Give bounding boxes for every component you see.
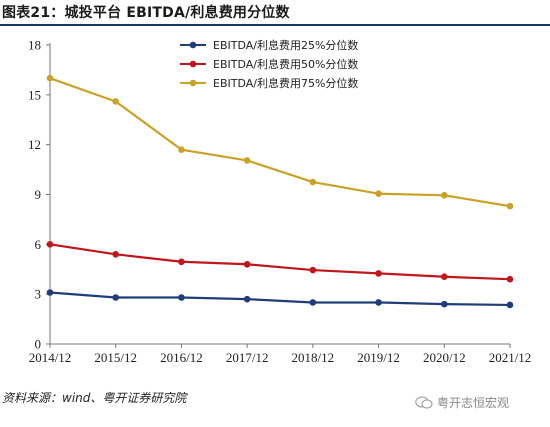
chart-series <box>46 74 514 309</box>
data-point <box>440 300 448 308</box>
data-point <box>178 294 185 301</box>
data-point <box>178 258 185 266</box>
y-tick-label: 0 <box>35 337 42 352</box>
data-point <box>375 190 382 197</box>
x-tick-label: 2020/12 <box>423 350 466 365</box>
data-point <box>243 260 251 268</box>
y-tick-label: 6 <box>35 237 42 252</box>
data-point <box>46 74 54 82</box>
x-tick-label: 2019/12 <box>357 350 400 365</box>
figure-title: 图表21：城投平台 EBITDA/利息费用分位数 <box>2 5 290 21</box>
data-point <box>112 294 120 301</box>
data-point <box>309 299 317 306</box>
data-point <box>440 273 448 281</box>
x-tick-label: 2018/12 <box>292 350 335 365</box>
data-point <box>375 299 382 306</box>
data-point <box>46 289 54 296</box>
data-point <box>112 251 120 258</box>
legend-marker <box>189 60 197 68</box>
data-point <box>309 266 317 274</box>
x-tick-label: 2021/12 <box>489 350 532 365</box>
data-point <box>506 202 514 210</box>
y-tick-label: 9 <box>35 187 42 202</box>
data-point <box>375 270 382 277</box>
x-tick-label: 2016/12 <box>160 350 203 365</box>
x-tick-label: 2014/12 <box>29 350 72 365</box>
legend-label: EBITDA/利息费用25%分位数 <box>213 38 358 52</box>
legend-marker <box>189 41 197 49</box>
data-point <box>506 301 514 309</box>
data-point <box>243 295 251 303</box>
legend-marker <box>189 79 197 87</box>
series-line-2 <box>49 243 511 281</box>
data-point <box>440 192 448 199</box>
source-note: 资料来源：wind、粤开证券研究院 <box>2 391 187 405</box>
chart-axes: 0 3 6 9 12 15 18 2014/12 2015/12 2016/12 2017/12 20… <box>28 38 531 366</box>
y-tick-label: 15 <box>28 87 41 102</box>
legend-label: EBITDA/利息费用50%分位数 <box>213 57 358 71</box>
y-tick-label: 18 <box>28 38 41 53</box>
x-tick-label: 2017/12 <box>226 350 269 365</box>
y-tick-label: 12 <box>28 137 41 152</box>
data-point <box>178 146 185 153</box>
data-point <box>243 157 251 164</box>
wechat-icon <box>415 396 433 409</box>
data-point <box>112 98 120 105</box>
y-tick-label: 3 <box>35 287 42 302</box>
series-line-3 <box>49 77 511 208</box>
series-line-1 <box>49 291 511 307</box>
data-point <box>309 178 317 186</box>
data-point <box>506 275 514 283</box>
data-point <box>46 241 54 248</box>
watermark-text: 粤开志恒宏观 <box>437 396 510 410</box>
watermark: 粤开志恒宏观 <box>415 394 509 411</box>
title-divider <box>0 24 550 26</box>
x-tick-label: 2015/12 <box>94 350 137 365</box>
legend-label: EBITDA/利息费用75%分位数 <box>213 76 358 90</box>
chart-legend: EBITDA/利息费用25%分位数 EBITDA/利息费用50%分位数 EBITDA… <box>180 38 358 90</box>
